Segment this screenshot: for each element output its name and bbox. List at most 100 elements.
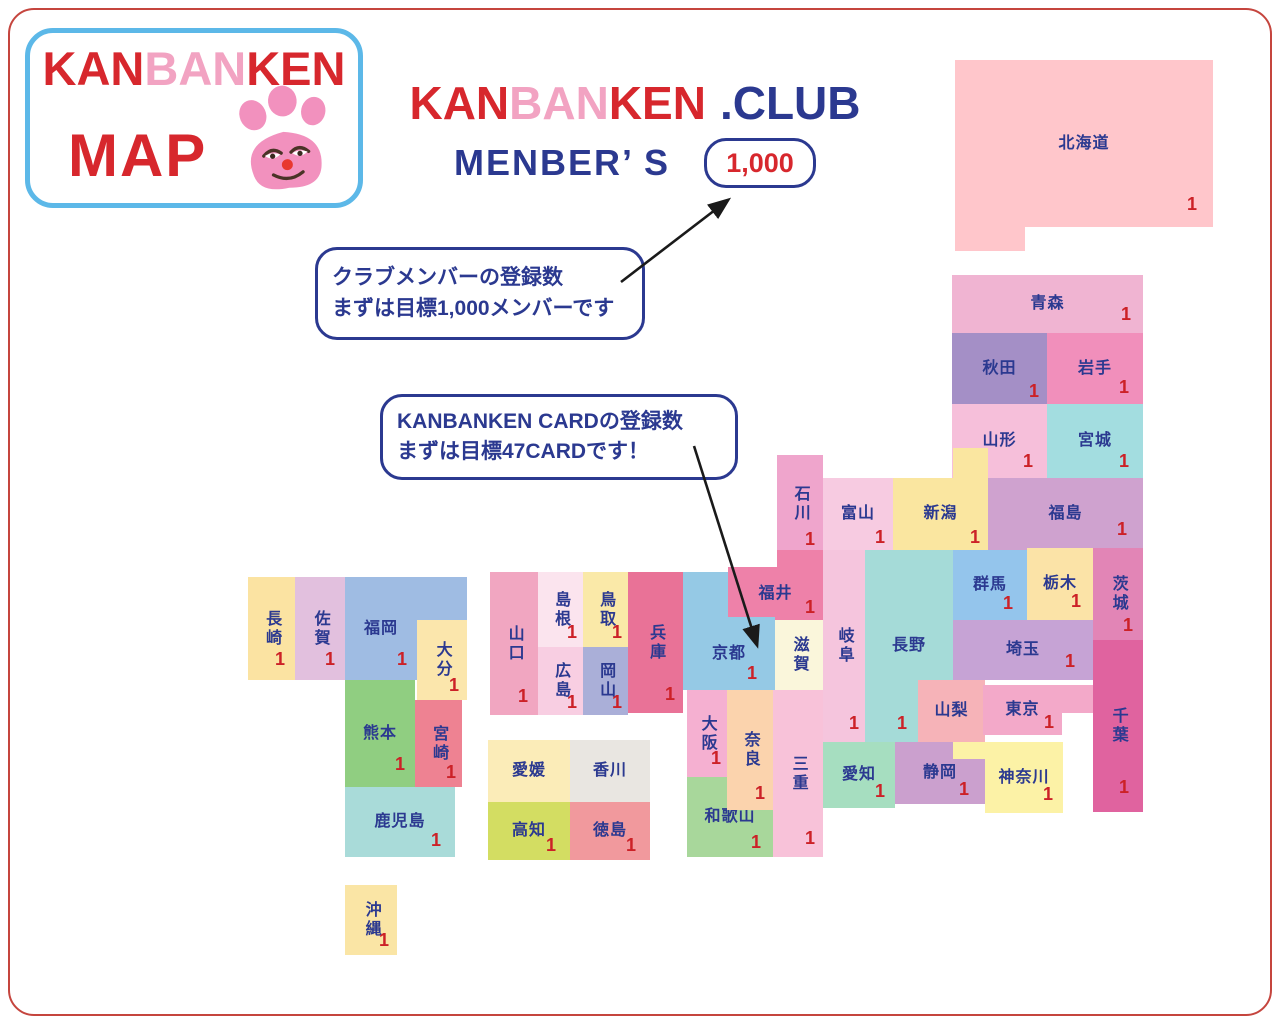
prefecture-label: 東京 bbox=[1005, 701, 1040, 719]
logo-word-ban: BAN bbox=[144, 42, 247, 95]
prefecture-tile-ext-神奈川 bbox=[953, 742, 985, 759]
prefecture-tile-大阪[interactable]: 大阪 1 bbox=[687, 690, 727, 777]
prefecture-tile-愛媛[interactable]: 愛媛 bbox=[488, 740, 570, 802]
prefecture-tile-千葉[interactable]: 千葉 1 bbox=[1093, 640, 1143, 812]
prefecture-label: 大阪 bbox=[698, 714, 716, 753]
title-word-ken: KEN bbox=[608, 77, 706, 129]
prefecture-tile-佐賀[interactable]: 佐賀 1 bbox=[295, 577, 345, 680]
prefecture-label: 福岡 bbox=[363, 619, 398, 637]
site-title: KANBANKEN .CLUB bbox=[395, 76, 875, 130]
prefecture-label: 山形 bbox=[982, 432, 1017, 450]
prefecture-tile-岩手[interactable]: 岩手 1 bbox=[1047, 333, 1143, 404]
prefecture-tile-宮城[interactable]: 宮城 1 bbox=[1047, 404, 1143, 478]
prefecture-count: 1 bbox=[969, 527, 980, 547]
prefecture-tile-石川[interactable]: 石川 1 bbox=[777, 455, 823, 552]
prefecture-count: 1 bbox=[1118, 451, 1129, 471]
prefecture-tile-滋賀[interactable]: 滋賀 bbox=[775, 620, 823, 690]
prefecture-label: 岩手 bbox=[1077, 359, 1112, 377]
prefecture-tile-奈良[interactable]: 奈良 1 bbox=[727, 690, 773, 810]
prefecture-tile-長崎[interactable]: 長崎 1 bbox=[248, 577, 295, 680]
prefecture-count: 1 bbox=[396, 649, 407, 669]
prefecture-tile-広島[interactable]: 広島 1 bbox=[538, 647, 583, 715]
prefecture-count: 1 bbox=[1028, 381, 1039, 401]
prefecture-label: 静岡 bbox=[922, 764, 957, 782]
prefecture-count: 1 bbox=[324, 649, 335, 669]
title-word-kan: KAN bbox=[409, 77, 510, 129]
logo-word-kan: KAN bbox=[42, 42, 145, 95]
prefecture-tile-徳島[interactable]: 徳島 1 bbox=[570, 802, 650, 860]
prefecture-label: 沖縄 bbox=[362, 901, 380, 939]
prefecture-label: 滋賀 bbox=[790, 636, 808, 674]
prefecture-count: 1 bbox=[611, 622, 622, 642]
prefecture-tile-秋田[interactable]: 秋田 1 bbox=[952, 333, 1047, 404]
prefecture-label: 新潟 bbox=[923, 505, 958, 523]
prefecture-tile-山梨[interactable]: 山梨 bbox=[918, 680, 985, 742]
prefecture-count: 1 bbox=[874, 527, 885, 547]
prefecture-label: 岐阜 bbox=[835, 627, 853, 665]
prefecture-tile-福岡[interactable]: 福岡 1 bbox=[345, 577, 417, 680]
prefecture-label: 和歌山 bbox=[704, 808, 756, 826]
prefecture-tile-大分[interactable]: 大分 1 bbox=[417, 620, 467, 700]
title-word-club: .CLUB bbox=[719, 77, 861, 129]
prefecture-tile-熊本[interactable]: 熊本 1 bbox=[345, 680, 415, 787]
logo-wordmark: KANBANKEN bbox=[30, 41, 358, 96]
prefecture-tile-栃木[interactable]: 栃木 1 bbox=[1027, 548, 1093, 620]
prefecture-label: 熊本 bbox=[362, 724, 397, 742]
prefecture-label: 長野 bbox=[891, 637, 926, 655]
prefecture-count: 1 bbox=[1116, 519, 1127, 539]
prefecture-tile-福島[interactable]: 福島 1 bbox=[988, 478, 1143, 550]
prefecture-tile-山口[interactable]: 山口 1 bbox=[490, 572, 538, 715]
prefecture-label: 茨城 bbox=[1109, 575, 1127, 613]
prefecture-count: 1 bbox=[448, 675, 459, 695]
prefecture-label: 秋田 bbox=[982, 359, 1017, 377]
prefecture-tile-富山[interactable]: 富山 1 bbox=[823, 478, 893, 550]
prefecture-tile-鳥取[interactable]: 鳥取 1 bbox=[583, 572, 628, 647]
prefecture-count: 1 bbox=[710, 748, 721, 768]
prefecture-tile-岐阜[interactable]: 岐阜 1 bbox=[823, 550, 865, 742]
prefecture-label: 長崎 bbox=[263, 609, 281, 648]
prefecture-count: 1 bbox=[378, 930, 389, 950]
prefecture-tile-京都[interactable]: 京都 1 bbox=[683, 617, 775, 690]
prefecture-count: 1 bbox=[1186, 194, 1197, 214]
prefecture-label: 福島 bbox=[1048, 505, 1083, 523]
prefecture-tile-鹿児島[interactable]: 鹿児島 1 bbox=[345, 787, 455, 857]
prefecture-tile-兵庫[interactable]: 兵庫 1 bbox=[628, 572, 683, 713]
prefecture-tile-ext-福井 bbox=[777, 550, 823, 568]
card-count-callout: KANBANKEN CARDの登録数 まずは目標47CARDです！ bbox=[380, 394, 738, 480]
prefecture-count: 1 bbox=[430, 830, 441, 850]
prefecture-tile-香川[interactable]: 香川 bbox=[570, 740, 650, 802]
prefecture-tile-茨城[interactable]: 茨城 1 bbox=[1093, 548, 1143, 640]
club-members-callout: クラブメンバーの登録数 まずは目標1,000メンバーです bbox=[315, 247, 645, 340]
prefecture-tile-群馬[interactable]: 群馬 1 bbox=[953, 550, 1027, 620]
prefecture-tile-三重[interactable]: 三重 1 bbox=[773, 690, 823, 857]
prefecture-count: 1 bbox=[625, 835, 636, 855]
prefecture-label: 香川 bbox=[592, 762, 627, 780]
prefecture-tile-高知[interactable]: 高知 1 bbox=[488, 802, 570, 860]
prefecture-count: 1 bbox=[274, 649, 285, 669]
prefecture-label: 宮崎 bbox=[430, 724, 448, 763]
prefecture-tile-岡山[interactable]: 岡山 1 bbox=[583, 647, 628, 715]
prefecture-tile-島根[interactable]: 島根 1 bbox=[538, 572, 583, 647]
prefecture-label: 鹿児島 bbox=[374, 813, 426, 831]
prefecture-tile-沖縄[interactable]: 沖縄 1 bbox=[345, 885, 397, 955]
prefecture-label: 大分 bbox=[433, 641, 451, 679]
prefecture-label: 岡山 bbox=[597, 662, 615, 700]
prefecture-tile-ext-東京 bbox=[1062, 685, 1093, 713]
prefecture-count: 1 bbox=[804, 828, 815, 848]
prefecture-tile-愛知[interactable]: 愛知 1 bbox=[823, 742, 895, 808]
prefecture-tile-東京[interactable]: 東京 1 bbox=[983, 685, 1062, 735]
prefecture-count: 1 bbox=[848, 713, 859, 733]
prefecture-tile-埼玉[interactable]: 埼玉 1 bbox=[953, 620, 1093, 680]
prefecture-tile-宮崎[interactable]: 宮崎 1 bbox=[415, 700, 462, 787]
prefecture-count: 1 bbox=[1042, 784, 1053, 804]
prefecture-tile-新潟[interactable]: 新潟 1 bbox=[893, 478, 988, 550]
prefecture-tile-北海道[interactable]: 北海道 1 bbox=[955, 60, 1213, 227]
prefecture-label: 三重 bbox=[789, 754, 807, 793]
card-count-callout-line1: KANBANKEN CARDの登録数 bbox=[397, 409, 683, 433]
prefecture-label: 山口 bbox=[505, 624, 523, 663]
prefecture-tile-福井[interactable]: 福井 1 bbox=[728, 567, 823, 620]
prefecture-tile-神奈川[interactable]: 神奈川 1 bbox=[985, 742, 1063, 813]
prefecture-count: 1 bbox=[1064, 651, 1075, 671]
prefecture-tile-青森[interactable]: 青森 1 bbox=[952, 275, 1143, 333]
prefecture-count: 1 bbox=[804, 529, 815, 549]
